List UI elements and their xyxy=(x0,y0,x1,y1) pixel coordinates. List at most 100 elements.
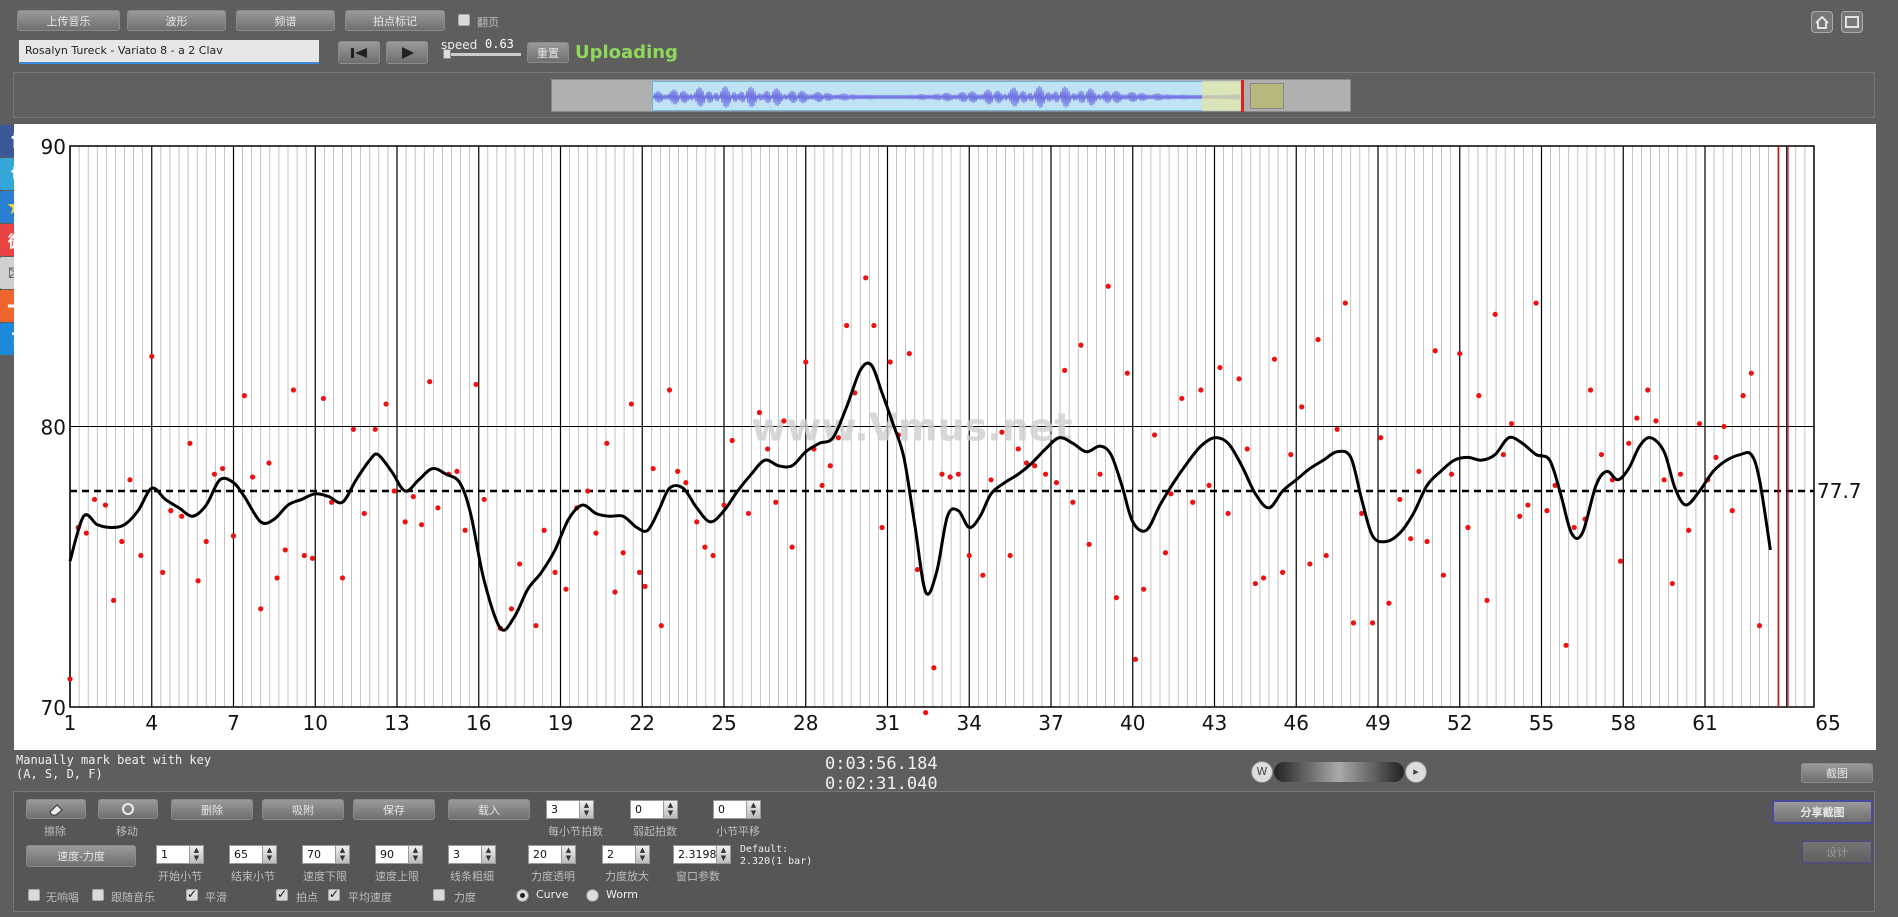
zoom-out-icon[interactable]: W xyxy=(1251,761,1273,783)
beat-point[interactable] xyxy=(266,460,272,466)
beat-point[interactable] xyxy=(1141,586,1147,592)
overview-waveform[interactable] xyxy=(551,79,1351,112)
beat-point[interactable] xyxy=(274,575,280,581)
beat-point[interactable] xyxy=(620,550,626,556)
beat-point[interactable] xyxy=(168,508,174,514)
beat-point[interactable] xyxy=(1484,597,1490,604)
beat-point[interactable] xyxy=(127,477,133,483)
beat-point[interactable] xyxy=(803,359,809,365)
beat-point[interactable] xyxy=(372,426,378,432)
window-icon[interactable] xyxy=(1841,11,1863,33)
beat-point[interactable] xyxy=(1677,471,1684,477)
beat-point[interactable] xyxy=(220,465,226,472)
beat-point[interactable] xyxy=(1042,471,1049,477)
beat-point[interactable] xyxy=(1078,342,1084,348)
beat-point[interactable] xyxy=(230,533,237,539)
beat-point[interactable] xyxy=(1432,348,1438,354)
beat-point[interactable] xyxy=(827,463,833,469)
beat-point[interactable] xyxy=(481,496,487,503)
follow-music-checkbox[interactable] xyxy=(92,889,104,901)
beat-point[interactable] xyxy=(863,275,869,281)
beat-point[interactable] xyxy=(1571,524,1577,531)
beat-point[interactable] xyxy=(1544,508,1550,514)
beat-point[interactable] xyxy=(906,350,912,357)
beat-point[interactable] xyxy=(1653,418,1659,424)
dynamics-zoom-input[interactable]: 2 ▲ ▼ xyxy=(602,845,650,864)
tempo-min-input[interactable]: 70 ▲ ▼ xyxy=(302,845,350,864)
beat-point[interactable] xyxy=(756,409,763,416)
beat-point[interactable] xyxy=(604,440,610,446)
play-button[interactable] xyxy=(386,41,428,64)
beat-point[interactable] xyxy=(1113,595,1119,601)
beat-point[interactable] xyxy=(871,322,877,329)
beat-point[interactable] xyxy=(1696,421,1703,427)
beat-point[interactable] xyxy=(1280,569,1286,575)
beat-point[interactable] xyxy=(1342,300,1348,306)
beat-point[interactable] xyxy=(694,519,700,525)
beat-point[interactable] xyxy=(1350,620,1357,626)
beat-point[interactable] xyxy=(1634,415,1640,421)
upload-music-button[interactable]: 上传音乐 xyxy=(17,10,120,31)
beat-point[interactable] xyxy=(914,566,921,573)
beat-point[interactable] xyxy=(533,623,539,629)
beat-point[interactable] xyxy=(710,552,716,559)
beat-point[interactable] xyxy=(628,401,634,407)
beat-point[interactable] xyxy=(1617,558,1624,564)
beat-point[interactable] xyxy=(1124,370,1130,376)
beat-point[interactable] xyxy=(1563,642,1569,648)
beat-point[interactable] xyxy=(290,387,297,393)
beat-point[interactable] xyxy=(410,494,416,500)
waveform-visible-region[interactable] xyxy=(652,81,1242,111)
beat-point[interactable] xyxy=(585,488,591,494)
beat-point[interactable] xyxy=(947,474,953,480)
beat-point[interactable] xyxy=(1424,538,1430,545)
follow-page-checkbox[interactable] xyxy=(458,14,470,26)
beat-point[interactable] xyxy=(1334,426,1340,432)
beat-point[interactable] xyxy=(508,606,515,612)
beat-point[interactable] xyxy=(91,496,98,503)
beat-point[interactable] xyxy=(1023,460,1030,466)
beat-point[interactable] xyxy=(1105,283,1111,289)
beat-point[interactable] xyxy=(819,482,825,489)
smooth-checkbox[interactable] xyxy=(186,887,198,901)
beat-point[interactable] xyxy=(879,524,885,531)
save-button[interactable]: 保存 xyxy=(353,799,435,820)
beat-point[interactable] xyxy=(1315,336,1321,343)
beat-point[interactable] xyxy=(1386,600,1392,606)
beat-point[interactable] xyxy=(1323,552,1329,559)
waveform-button[interactable]: 波形 xyxy=(127,10,226,31)
beat-point[interactable] xyxy=(427,379,433,385)
line-width-input[interactable]: 3 ▲ ▼ xyxy=(448,845,496,864)
beat-point[interactable] xyxy=(636,569,643,575)
erase-button[interactable] xyxy=(26,799,86,819)
beat-point[interactable] xyxy=(195,578,201,584)
beat-point[interactable] xyxy=(1508,421,1515,427)
beat-point[interactable] xyxy=(835,435,842,441)
beat-point[interactable] xyxy=(765,446,771,452)
beat-point[interactable] xyxy=(1476,393,1482,399)
beat-point[interactable] xyxy=(1271,356,1278,362)
beat-point[interactable] xyxy=(1465,524,1471,531)
beat-point[interactable] xyxy=(1260,575,1267,581)
beat-point[interactable] xyxy=(1713,454,1719,460)
beat-point[interactable] xyxy=(1225,510,1231,517)
beat-point[interactable] xyxy=(999,429,1005,435)
beat-point[interactable] xyxy=(980,572,986,578)
beat-point[interactable] xyxy=(1517,513,1523,519)
beat-point[interactable] xyxy=(1587,387,1594,393)
beat-point[interactable] xyxy=(683,480,689,486)
beat-point[interactable] xyxy=(1190,499,1196,505)
tempo-max-input[interactable]: 90 ▲ ▼ xyxy=(375,845,423,864)
beat-point[interactable] xyxy=(1162,550,1169,556)
zoom-slider[interactable] xyxy=(1274,762,1404,782)
beat-point[interactable] xyxy=(1492,311,1498,317)
beat-point[interactable] xyxy=(1500,451,1506,458)
beat-point[interactable] xyxy=(339,575,346,581)
beat-point[interactable] xyxy=(462,527,468,533)
beat-point[interactable] xyxy=(552,569,558,575)
beat-point[interactable] xyxy=(1168,491,1174,497)
beat-point[interactable] xyxy=(329,499,335,505)
beat-point[interactable] xyxy=(773,499,779,505)
tempo-dynamics-mode-button[interactable]: 速度-力度 xyxy=(26,845,136,867)
beat-point[interactable] xyxy=(1533,300,1539,306)
